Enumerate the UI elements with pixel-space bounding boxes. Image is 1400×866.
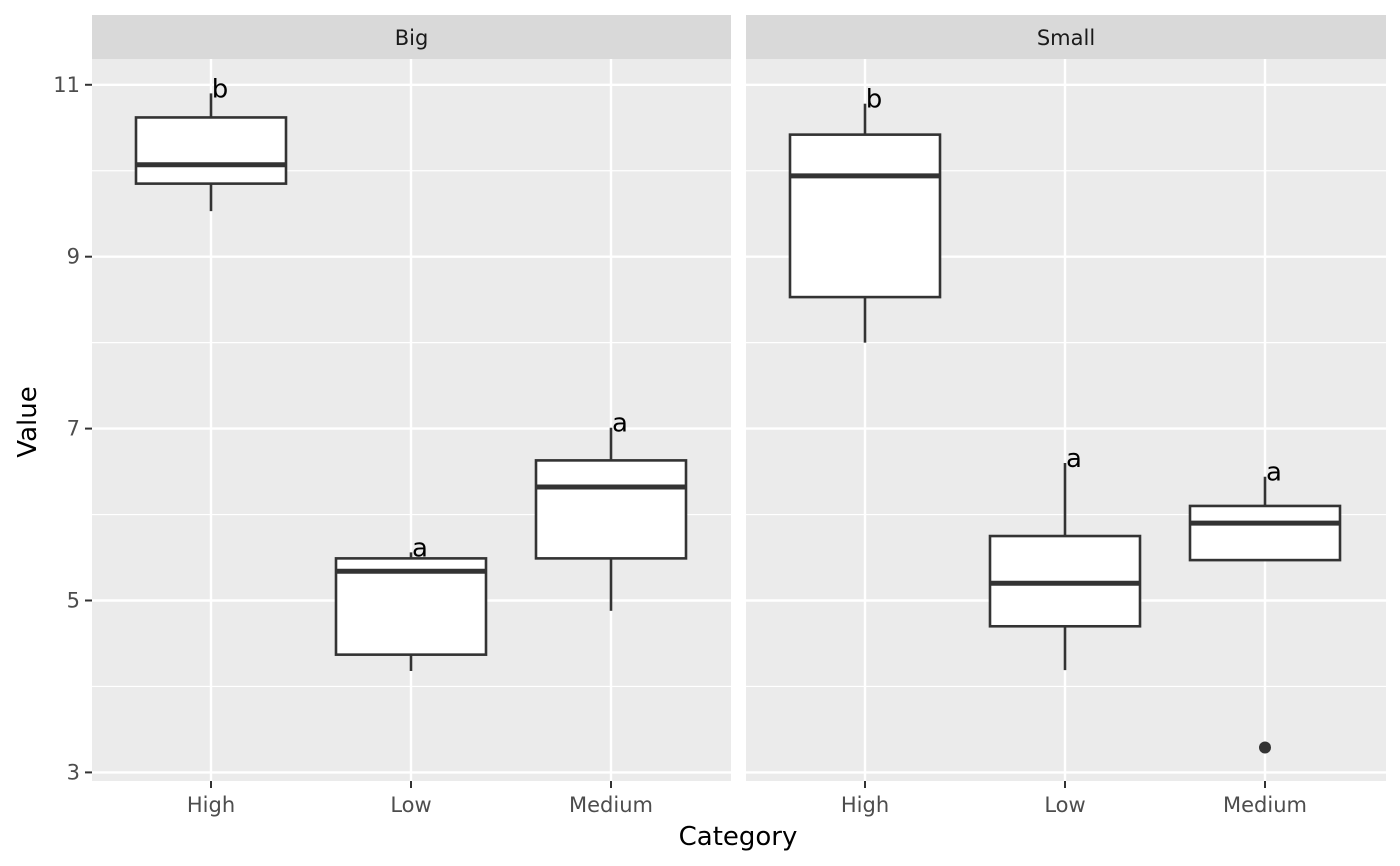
y-tick-label: 7	[67, 417, 80, 441]
box-high: b	[134, 74, 288, 212]
box-low: a	[334, 533, 488, 671]
significance-letter: b	[212, 74, 229, 104]
facet-strip	[92, 15, 731, 59]
facet-strip	[746, 15, 1386, 59]
x-tick-label: High	[187, 793, 235, 817]
facet-panel-small: Small High Low Medium b a a	[746, 15, 1386, 817]
y-axis: 3 5 7 9 11	[53, 73, 92, 784]
y-tick-label: 9	[67, 245, 80, 269]
box-high: b	[788, 85, 942, 343]
box-iqr	[334, 557, 488, 656]
significance-letter: a	[1066, 444, 1082, 474]
x-tick-label: Medium	[1223, 793, 1307, 817]
box-iqr	[788, 133, 942, 299]
box-iqr	[534, 459, 688, 560]
significance-letter: a	[412, 533, 428, 563]
box-iqr	[134, 116, 288, 185]
facet-strip-label: Small	[1037, 26, 1095, 50]
y-tick-label: 3	[67, 760, 80, 784]
facet-panels: Big High Low Medium b a a Small High Low Medium b a a	[92, 15, 1386, 817]
facet-panel-big: Big High Low Medium b a a	[92, 15, 731, 817]
significance-letter: a	[1266, 458, 1282, 488]
y-tick-label: 11	[53, 73, 80, 97]
facet-strip-label: Big	[395, 26, 429, 50]
box-medium: a	[534, 409, 688, 611]
box-iqr	[1188, 504, 1342, 562]
significance-letter: a	[612, 409, 628, 439]
box-medium: a	[1188, 458, 1342, 754]
outlier-point	[1259, 741, 1271, 754]
significance-letter: b	[866, 85, 883, 115]
box-low: a	[988, 444, 1142, 671]
y-tick-label: 5	[67, 589, 80, 613]
x-tick-label: Low	[390, 793, 431, 817]
x-axis-title: Category	[679, 822, 798, 852]
y-axis-title: Value	[13, 386, 43, 457]
x-tick-label: Medium	[569, 793, 653, 817]
x-tick-label: High	[841, 793, 889, 817]
x-tick-label: Low	[1044, 793, 1085, 817]
